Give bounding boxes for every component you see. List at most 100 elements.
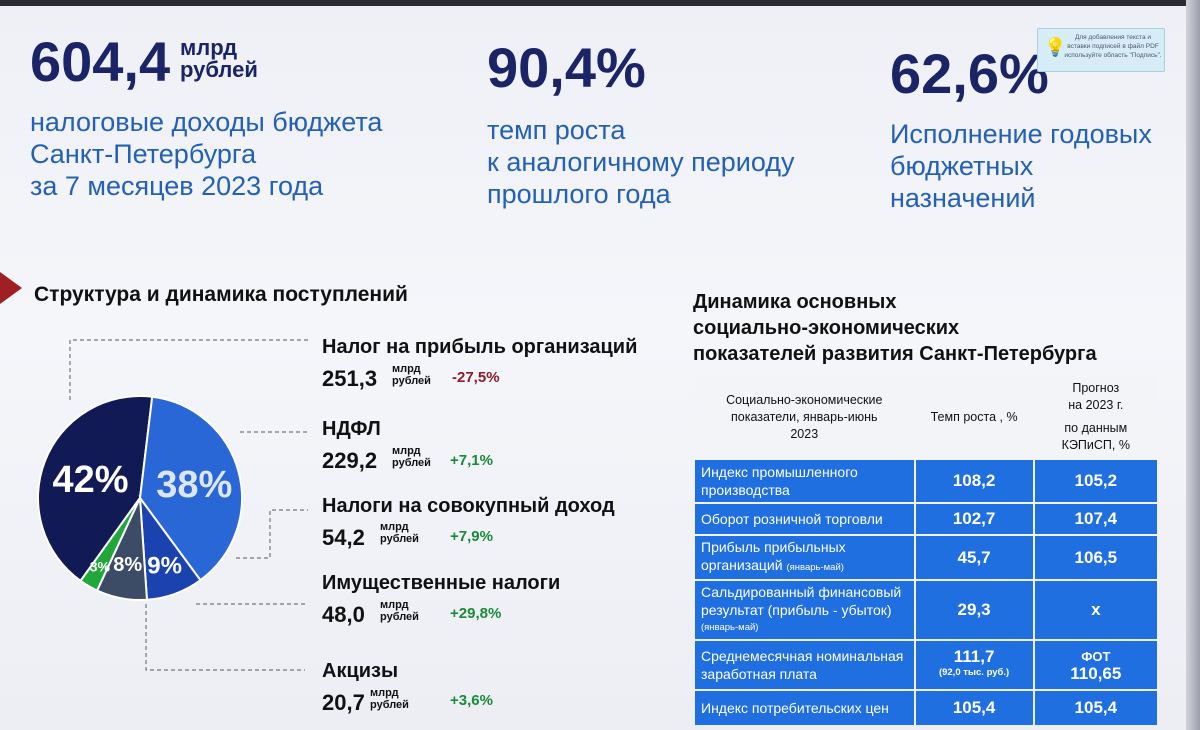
pie-slice-label: 42% — [53, 459, 129, 501]
growth-value: 111,7 (92,0 тыс. руб.) — [915, 641, 1033, 689]
header-forecast: Прогноз на 2023 г. по данным КЭПиСП, % — [1034, 376, 1157, 458]
header-line: по данным — [1064, 421, 1128, 435]
screen-frame-top — [0, 0, 1200, 6]
header-line: Социально-экономические — [726, 392, 883, 407]
label-line: Индекс промышленного — [701, 464, 858, 480]
indicator-label: Индекс промышленного производства — [695, 460, 914, 502]
revenue-change: +29,8% — [450, 605, 502, 622]
revenue-unit: рублей — [380, 611, 419, 623]
leader-line — [69, 339, 308, 400]
pie-slice-label: 3% — [90, 559, 111, 575]
label-line: результат (прибыль - убыток) — [701, 602, 892, 618]
forecast-value: ФОТ 110,65 — [1034, 641, 1157, 689]
header-line: на 2023 г. — [1068, 398, 1124, 412]
revenue-unit: рублей — [380, 533, 419, 545]
label-line: Среднемесячная номинальная — [701, 648, 904, 664]
kpi-tax-revenue: 604,4 млрд рублей налоговые доходы бюдже… — [30, 34, 382, 202]
revenue-value: 229,2 — [322, 448, 378, 473]
revenue-change: -27,5% — [452, 369, 500, 386]
header-line: 2023 — [790, 426, 819, 441]
kpi-desc-line: назначений — [890, 183, 1036, 213]
forecast-value: 106,5 — [1034, 536, 1157, 579]
leader-line — [236, 509, 308, 559]
indicators-table: Социально-экономические показатели, янва… — [693, 374, 1159, 727]
revenue-unit: млрд — [392, 445, 421, 457]
section-arrow-icon — [0, 272, 22, 304]
kpi-desc-line: бюджетных — [890, 151, 1034, 181]
forecast-note: ФОТ — [1081, 649, 1111, 664]
header-indicators: Социально-экономические показатели, янва… — [695, 376, 914, 458]
growth-note: (92,0 тыс. руб.) — [938, 667, 1010, 678]
header-line: КЭПиСП, % — [1061, 438, 1130, 452]
pie-slice-label: 38% — [156, 464, 232, 506]
dynamics-title-line: Динамика основных — [693, 291, 897, 313]
table-body: Индекс промышленного производства 108,2 … — [695, 460, 1157, 725]
revenue-unit: рублей — [370, 699, 409, 711]
revenue-unit: рублей — [392, 375, 431, 387]
kpi-desc-line: темп роста — [487, 115, 626, 145]
table-row: Сальдированный финансовый результат (при… — [695, 581, 1157, 639]
revenue-change: +7,1% — [450, 452, 493, 469]
growth-value: 29,3 — [915, 581, 1033, 639]
revenue-value: 20,7 — [322, 690, 365, 715]
label-line: Прибыль прибыльных — [701, 539, 846, 555]
revenue-change: +7,9% — [450, 528, 493, 545]
kpi-desc-line: налоговые доходы бюджета — [30, 107, 383, 137]
table-row: Индекс потребительских цен 105,4 105,4 — [695, 691, 1157, 725]
forecast-value: х — [1034, 581, 1157, 639]
pie-slice — [138, 395, 243, 582]
growth-value: 108,2 — [915, 460, 1033, 502]
forecast-value: 107,4 — [1034, 504, 1157, 534]
revenue-name: Налоги на совокупный доход — [322, 495, 615, 517]
forecast-value: 105,4 — [1034, 691, 1157, 725]
hint-text: Для добавления текста и вставки подписей… — [1064, 34, 1162, 59]
pie-slice-label: 8% — [113, 554, 142, 576]
label-line: организаций (январь-май) — [701, 556, 908, 577]
kpi-description: Исполнение годовых бюджетных назначений — [890, 118, 1152, 214]
kpi-value: 90,4% — [487, 36, 646, 99]
growth-value: 102,7 — [915, 504, 1033, 534]
pdf-signature-hint[interactable]: 💡 Для добавления текста и вставки подпис… — [1037, 28, 1165, 72]
kpi-desc-line: Исполнение годовых — [890, 119, 1152, 149]
label-line: Сальдированный финансовый — [701, 584, 902, 600]
screen-frame-right — [1186, 0, 1200, 730]
structure-title: Структура и динамика поступлений — [34, 283, 408, 306]
dynamics-title-line: социально-экономических — [693, 317, 960, 339]
pie-slice-label: 9% — [147, 552, 182, 579]
kpi-description: налоговые доходы бюджета Санкт-Петербург… — [30, 106, 382, 202]
pie-slice — [37, 395, 154, 583]
pie-slice — [79, 497, 141, 592]
kpi-desc-line: к аналогичному периоду — [487, 147, 795, 177]
forecast-number: 110,65 — [1070, 664, 1122, 683]
kpi-unit-line2: рублей — [180, 57, 258, 82]
indicator-label: Оборот розничной торговли — [695, 504, 914, 534]
revenue-pie-chart: 42% 38% 9%8%3% — [37, 339, 308, 671]
forecast-value: 105,2 — [1034, 460, 1157, 502]
revenue-unit: млрд — [380, 599, 409, 611]
label-line: Индекс потребительских цен — [701, 700, 889, 716]
table-row: Среднемесячная номинальная заработная пл… — [695, 641, 1157, 689]
kpi-value: 604,4 — [30, 30, 171, 93]
revenue-unit: млрд — [370, 687, 399, 699]
revenue-unit: рублей — [392, 457, 431, 469]
table-row: Оборот розничной торговли 102,7 107,4 — [695, 504, 1157, 534]
kpi-growth-rate: 90,4% темп роста к аналогичному периоду … — [487, 40, 795, 210]
kpi-budget-execution: 62,6% Исполнение годовых бюджетных назна… — [890, 46, 1152, 214]
revenue-name: Налог на прибыль организаций — [322, 336, 638, 358]
header-line: Прогноз — [1072, 381, 1120, 395]
revenue-name: Акцизы — [322, 660, 399, 682]
revenue-name: НДФЛ — [322, 418, 381, 440]
dynamics-title: Динамика основных социально-экономически… — [693, 289, 1097, 367]
period-note: (январь-май) — [701, 622, 759, 633]
leader-lines — [69, 339, 308, 671]
revenue-change: +3,6% — [450, 692, 493, 709]
kpi-desc-line: прошлого года — [487, 179, 671, 209]
table-row: Индекс промышленного производства 108,2 … — [695, 460, 1157, 502]
leader-line — [145, 604, 305, 671]
revenue-unit: млрд — [380, 521, 409, 533]
label-line: заработная плата — [701, 666, 817, 682]
kpi-desc-line: Санкт-Петербурга — [30, 139, 257, 169]
revenue-name: Имущественные налоги — [322, 572, 561, 594]
label-text: организаций — [701, 557, 783, 573]
label-line: производства — [701, 482, 790, 498]
